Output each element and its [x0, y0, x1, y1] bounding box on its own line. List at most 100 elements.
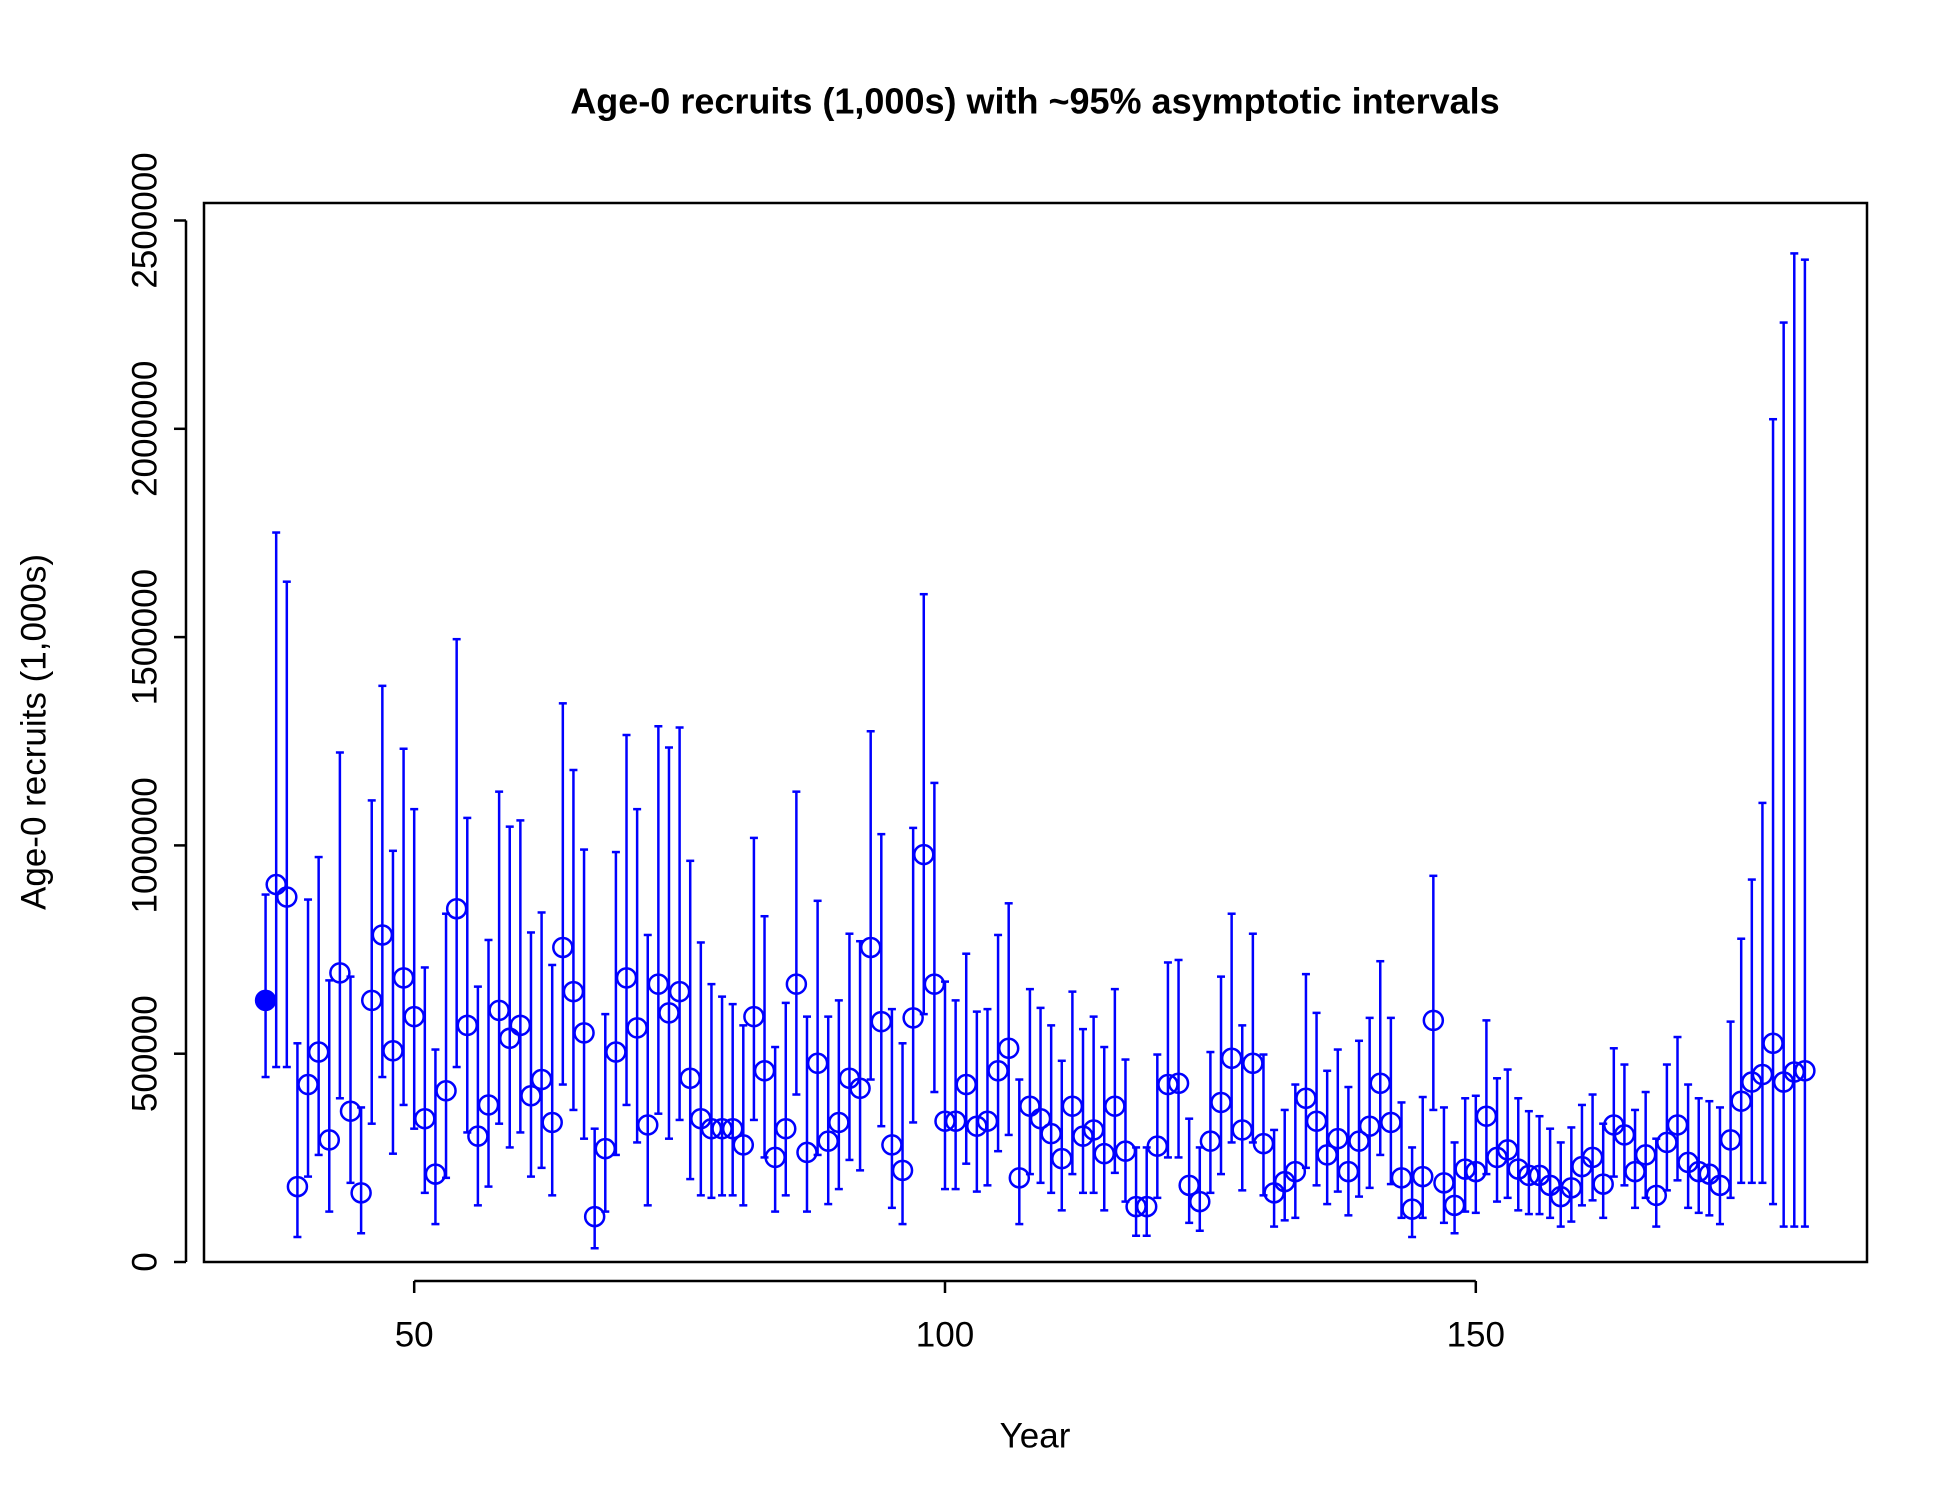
error-bar — [1270, 1128, 1279, 1228]
error-bar — [802, 1015, 811, 1213]
y-tick-label: 0 — [125, 1252, 164, 1271]
error-bar — [399, 747, 408, 1107]
error-bar — [1259, 1053, 1268, 1197]
error-bar — [664, 746, 673, 1140]
error-bar — [431, 1048, 440, 1226]
error-bar — [1153, 1053, 1162, 1200]
error-bar — [590, 1127, 599, 1250]
error-bar — [580, 848, 589, 1140]
error-bar — [1301, 972, 1310, 1170]
error-bar — [643, 933, 652, 1207]
error-bar — [760, 914, 769, 1159]
error-bar — [346, 975, 355, 1185]
error-bar — [1238, 1024, 1247, 1192]
error-bar — [1047, 1024, 1056, 1195]
chart-title: Age-0 recruits (1,000s) with ~95% asympt… — [570, 81, 1499, 122]
plot-box — [202, 201, 1869, 1264]
error-bar — [1705, 1099, 1714, 1217]
error-bar — [898, 1042, 907, 1226]
x-tick-label: 100 — [916, 1315, 974, 1354]
error-bar — [526, 931, 535, 1178]
error-bar — [1057, 1059, 1066, 1212]
point — [785, 973, 808, 995]
error-bar — [1004, 902, 1013, 1137]
error-bar — [1514, 1097, 1523, 1212]
error-bar — [1217, 975, 1226, 1176]
error-bar — [325, 979, 334, 1213]
error-bar — [1068, 990, 1077, 1176]
error-bar — [877, 832, 886, 1128]
error-bar — [1355, 1039, 1364, 1198]
error-bar — [442, 912, 451, 1180]
error-bar — [1110, 987, 1119, 1175]
x-tick-label: 50 — [395, 1315, 434, 1354]
error-bar — [1429, 874, 1438, 1112]
error-bar — [1227, 912, 1236, 1144]
y-axis-label: Age-0 recruits (1,000s) — [14, 554, 53, 910]
error-bar — [1631, 1108, 1640, 1210]
point — [1411, 1165, 1434, 1188]
error-bar — [293, 1042, 302, 1239]
error-bar — [622, 733, 631, 1107]
error-bar — [1386, 1016, 1395, 1186]
error-bar — [749, 836, 758, 1122]
point — [849, 1077, 871, 1100]
point — [276, 886, 298, 908]
error-bar — [824, 1015, 833, 1206]
error-bar — [1567, 1126, 1576, 1223]
error-bar — [887, 1007, 896, 1210]
error-bar — [919, 592, 928, 1016]
error-bar — [1163, 961, 1172, 1159]
error-bar — [282, 580, 291, 1069]
error-bar — [1036, 1006, 1045, 1185]
y-tick-label: 2000000 — [125, 361, 164, 497]
point — [1008, 1167, 1031, 1189]
y-tick-label: 1500000 — [125, 569, 164, 705]
error-bar — [1556, 1141, 1565, 1228]
error-bar — [1461, 1097, 1470, 1213]
error-bar — [420, 966, 429, 1195]
error-bar — [792, 790, 801, 1096]
error-bar — [1280, 1108, 1289, 1222]
point — [1794, 1060, 1816, 1082]
error-bar — [1344, 1085, 1353, 1217]
error-bar — [994, 933, 1003, 1153]
error-bar — [1779, 321, 1788, 1228]
point — [1645, 1184, 1668, 1207]
error-bar — [569, 768, 578, 1112]
error-bar — [388, 849, 397, 1155]
point — [573, 1022, 595, 1044]
x-tick-label: 150 — [1447, 1315, 1505, 1354]
error-bar — [654, 725, 663, 1115]
error-bar — [601, 1012, 610, 1213]
error-bar — [1800, 258, 1809, 1228]
error-bar — [548, 963, 557, 1197]
point — [891, 1159, 914, 1182]
error-bar — [1174, 958, 1183, 1159]
error-bar — [1684, 1083, 1693, 1210]
error-bar — [728, 1002, 737, 1197]
error-bar — [1132, 1146, 1141, 1238]
point — [1189, 1190, 1211, 1213]
error-bar — [1439, 1106, 1448, 1225]
error-bar — [611, 850, 620, 1157]
error-bar — [707, 982, 716, 1200]
error-bar — [1333, 1048, 1342, 1193]
error-bar — [983, 1007, 992, 1187]
error-bar — [1609, 1047, 1618, 1178]
error-bar — [1100, 1045, 1109, 1212]
error-bar — [1524, 1109, 1533, 1216]
error-bar — [495, 790, 504, 1125]
error-bar — [1408, 1146, 1417, 1239]
error-bar — [1493, 1077, 1502, 1203]
error-bar — [834, 999, 843, 1191]
error-bar — [845, 932, 854, 1162]
point — [541, 1111, 563, 1134]
error-bar — [463, 816, 472, 1134]
error-bar — [1015, 1078, 1024, 1226]
error-bar — [1599, 1122, 1608, 1220]
error-bar — [1546, 1127, 1555, 1220]
error-bar — [951, 999, 960, 1191]
error-bar — [1365, 1016, 1374, 1190]
